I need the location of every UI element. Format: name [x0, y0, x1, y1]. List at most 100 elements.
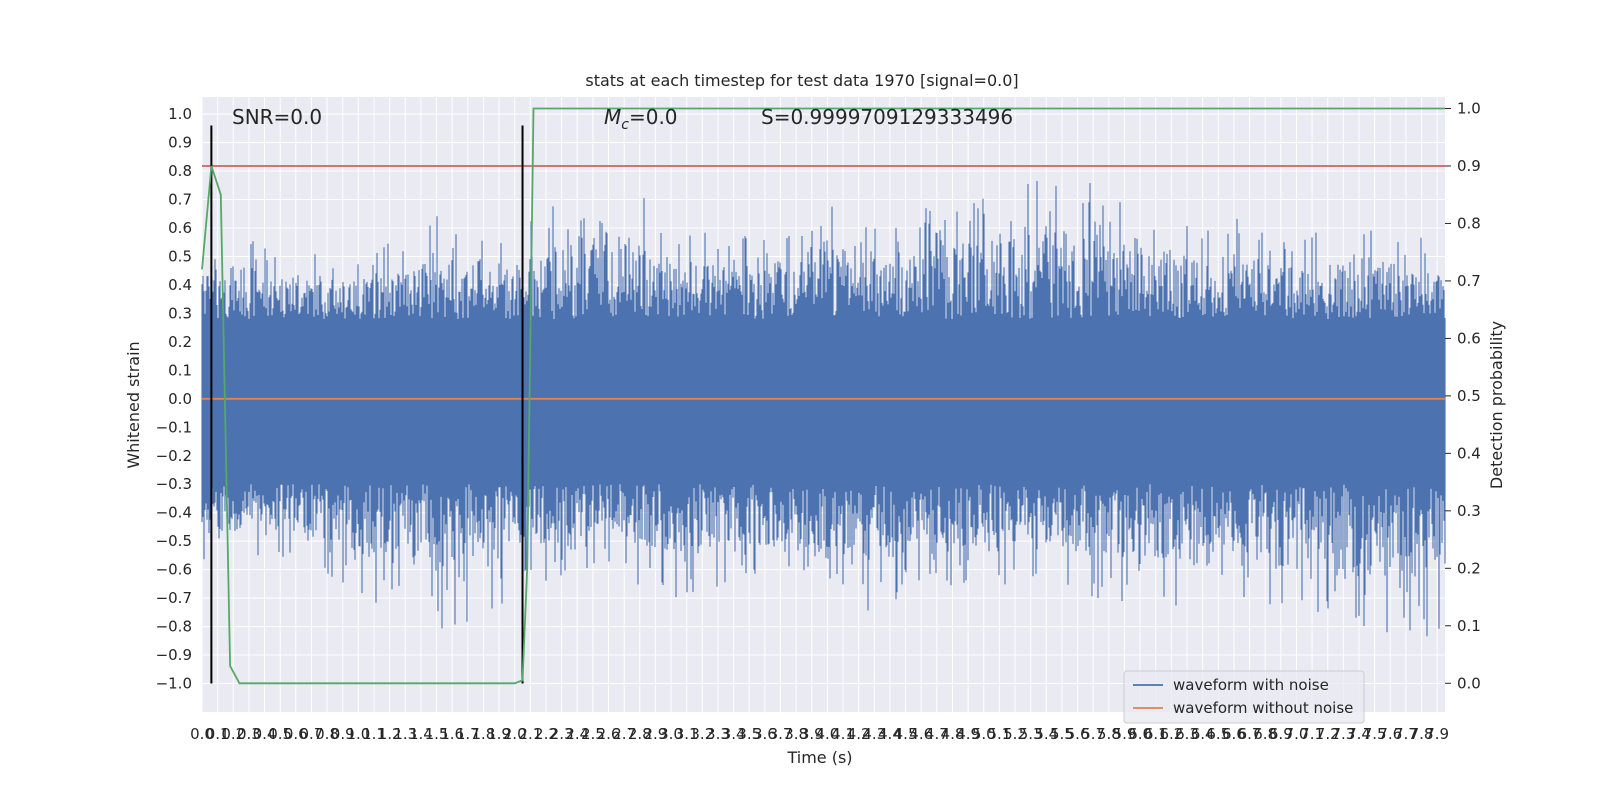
x-tick-label: 1.7: [456, 725, 480, 743]
y2-tick-label: 0.1: [1457, 617, 1481, 635]
x-tick-label: 5.8: [1097, 725, 1121, 743]
x-tick-label: 0.8: [315, 725, 339, 743]
x-tick-label: 6.1: [1144, 725, 1168, 743]
x-tick-label: 1.0: [346, 725, 370, 743]
y-tick-label: 0.2: [168, 333, 192, 351]
y-tick-label: −0.4: [156, 504, 192, 522]
x-tick-label: 0.4: [253, 725, 277, 743]
x-tick-label: 1.2: [378, 725, 402, 743]
y-tick-label: −0.5: [156, 532, 192, 550]
x-tick-label: 0.3: [237, 725, 261, 743]
y-tick-label: 1.0: [168, 105, 192, 123]
x-tick-label: 6.3: [1175, 725, 1199, 743]
y-tick-label: 0.3: [168, 304, 192, 322]
y-tick-label: 0.4: [168, 276, 192, 294]
x-tick-label: 1.6: [440, 725, 464, 743]
x-tick-label: 7.3: [1331, 725, 1355, 743]
x-tick-label: 7.4: [1347, 725, 1371, 743]
x-tick-label: 6.4: [1191, 725, 1215, 743]
y2-tick-label: 0.9: [1457, 157, 1481, 175]
x-axis-label: Time (s): [786, 748, 852, 767]
x-tick-label: 1.9: [487, 725, 511, 743]
x-tick-label: 5.0: [972, 725, 996, 743]
x-tick-label: 2.4: [565, 725, 589, 743]
y-tick-label: −0.3: [156, 475, 192, 493]
x-tick-label: 2.6: [597, 725, 621, 743]
x-tick-label: 2.7: [612, 725, 636, 743]
x-tick-label: 0.9: [331, 725, 355, 743]
x-tick-label: 2.3: [550, 725, 574, 743]
x-tick-label: 1.1: [362, 725, 386, 743]
x-tick-label: 1.8: [472, 725, 496, 743]
x-tick-label: 3.6: [753, 725, 777, 743]
y-axis-label: Whitened strain: [124, 341, 143, 468]
legend-label-clean: waveform without noise: [1173, 699, 1353, 717]
x-tick-label: 4.3: [862, 725, 886, 743]
x-tick-label: 3.3: [706, 725, 730, 743]
x-tick-label: 2.2: [534, 725, 558, 743]
chirp-mass-subscript: c: [621, 117, 629, 133]
x-tick-label: 7.6: [1378, 725, 1402, 743]
x-tick-label: 2.8: [628, 725, 652, 743]
x-tick-label: 2.5: [581, 725, 605, 743]
y-tick-label: −1.0: [156, 675, 192, 693]
y-tick-label: 0.8: [168, 162, 192, 180]
x-tick-label: 2.0: [503, 725, 527, 743]
x-tick-label: 3.2: [690, 725, 714, 743]
chirp-mass-value: =0.0: [629, 105, 678, 129]
x-tick-label: 4.2: [847, 725, 871, 743]
x-tick-label: 5.9: [1113, 725, 1137, 743]
y2-tick-label: 0.2: [1457, 559, 1481, 577]
x-tick-label: 0.7: [300, 725, 324, 743]
noise-waveform-band: [202, 319, 1445, 485]
y2-axis-label: Detection probability: [1487, 321, 1506, 489]
x-tick-label: 4.0: [815, 725, 839, 743]
x-tick-label: 6.7: [1238, 725, 1262, 743]
y-tick-label: 0.9: [168, 134, 192, 152]
x-tick-label: 4.4: [878, 725, 902, 743]
x-tick-label: 1.4: [409, 725, 433, 743]
x-tick-label: 6.8: [1253, 725, 1277, 743]
x-tick-label: 4.8: [941, 725, 965, 743]
chirp-mass-symbol: M: [604, 105, 621, 129]
y-tick-label: 0.7: [168, 191, 192, 209]
legend-box: [1123, 670, 1365, 724]
left-axis-ticks: 1.0 0.9 0.8 0.7 0.6 0.5 0.4 0.3 0.2 0.1 0.0 −0.1 −0.…: [156, 105, 192, 692]
y-tick-label: 0.0: [168, 390, 192, 408]
x-tick-label: 6.2: [1159, 725, 1183, 743]
noise-waveform-series: [201, 181, 1446, 637]
x-tick-label: 7.8: [1410, 725, 1434, 743]
x-tick-label: 6.6: [1222, 725, 1246, 743]
overlay-lines: [201, 107, 1445, 685]
x-tick-label: 7.2: [1316, 725, 1340, 743]
y2-tick-label: 0.0: [1457, 674, 1481, 692]
y2-tick-label: 0.5: [1457, 387, 1481, 405]
x-tick-label: 1.3: [393, 725, 417, 743]
x-tick-label: 6.0: [1128, 725, 1152, 743]
y2-tick-label: 0.8: [1457, 214, 1481, 232]
y-tick-label: −0.1: [156, 418, 192, 436]
chirp-mass-annotation: Mc=0.0: [604, 105, 678, 133]
x-tick-label: 3.7: [769, 725, 793, 743]
right-axis-ticks: 1.0 0.9 0.8 0.7 0.6 0.5 0.4 0.3 0.2 0.1 0.0: [1445, 99, 1481, 692]
y-tick-label: −0.7: [156, 589, 192, 607]
x-tick-label: 4.7: [925, 725, 949, 743]
x-tick-label: 5.7: [1081, 725, 1105, 743]
y2-tick-label: 0.3: [1457, 502, 1481, 520]
y-tick-label: 0.5: [168, 247, 192, 265]
x-tick-label: 6.5: [1206, 725, 1230, 743]
x-tick-label: 1.5: [425, 725, 449, 743]
y-tick-label: −0.6: [156, 561, 192, 579]
x-tick-label: 2.1: [518, 725, 542, 743]
x-axis-ticks: 0.00.10.20.30.40.50.60.70.80.91.01.11.21…: [190, 725, 1449, 743]
x-tick-label: 3.4: [722, 725, 746, 743]
x-tick-label: 3.9: [800, 725, 824, 743]
x-tick-label: 5.2: [1003, 725, 1027, 743]
x-tick-label: 3.1: [675, 725, 699, 743]
chart-title: stats at each timestep for test data 197…: [585, 71, 1018, 90]
y2-tick-label: 0.6: [1457, 329, 1481, 347]
x-tick-label: 0.2: [221, 725, 245, 743]
legend: waveform with noise waveform without noi…: [1123, 670, 1365, 724]
x-tick-label: 4.9: [956, 725, 980, 743]
x-tick-label: 6.9: [1269, 725, 1293, 743]
